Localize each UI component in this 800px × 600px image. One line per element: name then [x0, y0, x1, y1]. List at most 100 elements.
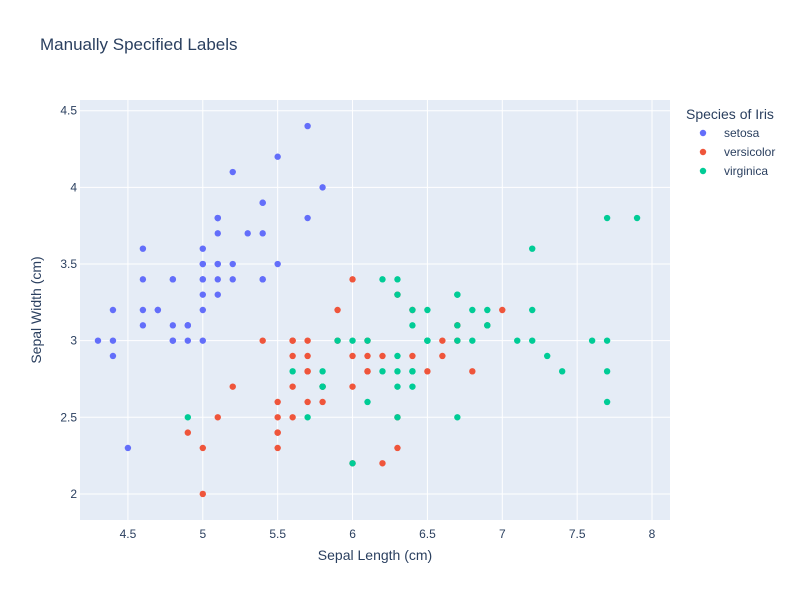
- data-point[interactable]: [139, 322, 147, 329]
- data-point[interactable]: [184, 322, 192, 329]
- data-point[interactable]: [409, 368, 416, 375]
- data-point[interactable]: [379, 276, 386, 283]
- data-point[interactable]: [289, 368, 296, 375]
- data-point[interactable]: [199, 276, 206, 283]
- data-point[interactable]: [379, 352, 386, 360]
- data-point[interactable]: [289, 352, 296, 360]
- data-point[interactable]: [409, 322, 416, 329]
- data-point[interactable]: [199, 337, 206, 344]
- data-point[interactable]: [214, 414, 221, 421]
- data-point[interactable]: [588, 337, 596, 344]
- data-point[interactable]: [289, 414, 296, 421]
- data-point[interactable]: [199, 291, 206, 298]
- data-point[interactable]: [199, 306, 206, 314]
- data-point[interactable]: [394, 276, 401, 283]
- data-point[interactable]: [364, 368, 371, 375]
- data-point[interactable]: [289, 337, 296, 344]
- data-point[interactable]: [469, 368, 476, 375]
- data-point[interactable]: [214, 214, 221, 222]
- data-point[interactable]: [289, 383, 296, 390]
- data-point[interactable]: [454, 291, 461, 298]
- data-point[interactable]: [259, 199, 266, 206]
- data-point[interactable]: [304, 414, 311, 421]
- data-point[interactable]: [229, 260, 236, 268]
- data-point[interactable]: [439, 337, 446, 344]
- data-point[interactable]: [484, 306, 491, 314]
- data-point[interactable]: [199, 245, 206, 252]
- data-point[interactable]: [409, 383, 416, 390]
- plot-area[interactable]: [80, 100, 670, 520]
- data-point[interactable]: [319, 383, 326, 390]
- data-point[interactable]: [304, 337, 311, 344]
- data-point[interactable]: [259, 337, 266, 344]
- data-point[interactable]: [469, 337, 476, 344]
- data-point[interactable]: [529, 245, 536, 252]
- data-point[interactable]: [514, 337, 521, 344]
- data-point[interactable]: [484, 322, 491, 329]
- data-point[interactable]: [454, 322, 461, 329]
- data-point[interactable]: [124, 444, 132, 452]
- data-point[interactable]: [558, 368, 566, 375]
- data-point[interactable]: [334, 306, 341, 314]
- data-point[interactable]: [364, 337, 371, 344]
- data-point[interactable]: [409, 306, 416, 314]
- data-point[interactable]: [169, 337, 177, 344]
- data-point[interactable]: [154, 306, 162, 314]
- data-point[interactable]: [409, 352, 416, 360]
- data-point[interactable]: [394, 352, 401, 360]
- data-point[interactable]: [274, 153, 281, 160]
- data-point[interactable]: [199, 490, 206, 498]
- data-point[interactable]: [319, 368, 326, 375]
- legend-item-virginica[interactable]: virginica: [699, 164, 769, 178]
- data-point[interactable]: [304, 368, 311, 375]
- data-point[interactable]: [319, 184, 326, 191]
- data-point[interactable]: [109, 352, 117, 360]
- data-point[interactable]: [214, 276, 221, 283]
- data-point[interactable]: [349, 383, 356, 390]
- data-point[interactable]: [334, 337, 341, 344]
- data-point[interactable]: [394, 444, 401, 452]
- data-point[interactable]: [109, 337, 117, 344]
- data-point[interactable]: [454, 414, 461, 421]
- data-point[interactable]: [139, 276, 147, 283]
- data-point[interactable]: [199, 260, 206, 268]
- data-point[interactable]: [603, 398, 611, 406]
- data-point[interactable]: [529, 306, 536, 314]
- legend-item-versicolor[interactable]: versicolor: [699, 145, 776, 159]
- data-point[interactable]: [184, 337, 192, 344]
- legend-item-setosa[interactable]: setosa: [699, 126, 760, 140]
- data-point[interactable]: [304, 398, 311, 406]
- data-point[interactable]: [139, 306, 147, 314]
- data-point[interactable]: [603, 368, 611, 375]
- data-point[interactable]: [603, 337, 611, 344]
- data-point[interactable]: [529, 337, 536, 344]
- data-point[interactable]: [394, 291, 401, 298]
- data-point[interactable]: [274, 260, 281, 268]
- data-point[interactable]: [364, 398, 371, 406]
- data-point[interactable]: [469, 306, 476, 314]
- data-point[interactable]: [454, 337, 461, 344]
- data-point[interactable]: [259, 276, 266, 283]
- data-point[interactable]: [379, 460, 386, 467]
- data-point[interactable]: [304, 214, 311, 222]
- data-point[interactable]: [394, 383, 401, 390]
- data-point[interactable]: [229, 276, 236, 283]
- data-point[interactable]: [199, 444, 206, 452]
- data-point[interactable]: [439, 352, 446, 360]
- data-point[interactable]: [274, 398, 281, 406]
- data-point[interactable]: [229, 383, 236, 390]
- data-point[interactable]: [184, 414, 192, 421]
- data-point[interactable]: [169, 322, 177, 329]
- data-point[interactable]: [499, 306, 506, 314]
- data-point[interactable]: [349, 276, 356, 283]
- data-point[interactable]: [259, 230, 266, 237]
- data-point[interactable]: [214, 230, 221, 237]
- data-point[interactable]: [603, 214, 611, 222]
- data-point[interactable]: [109, 306, 117, 314]
- data-point[interactable]: [244, 230, 251, 237]
- data-point[interactable]: [394, 368, 401, 375]
- data-point[interactable]: [424, 306, 431, 314]
- data-point[interactable]: [394, 414, 401, 421]
- data-point[interactable]: [544, 352, 551, 360]
- data-point[interactable]: [94, 337, 102, 344]
